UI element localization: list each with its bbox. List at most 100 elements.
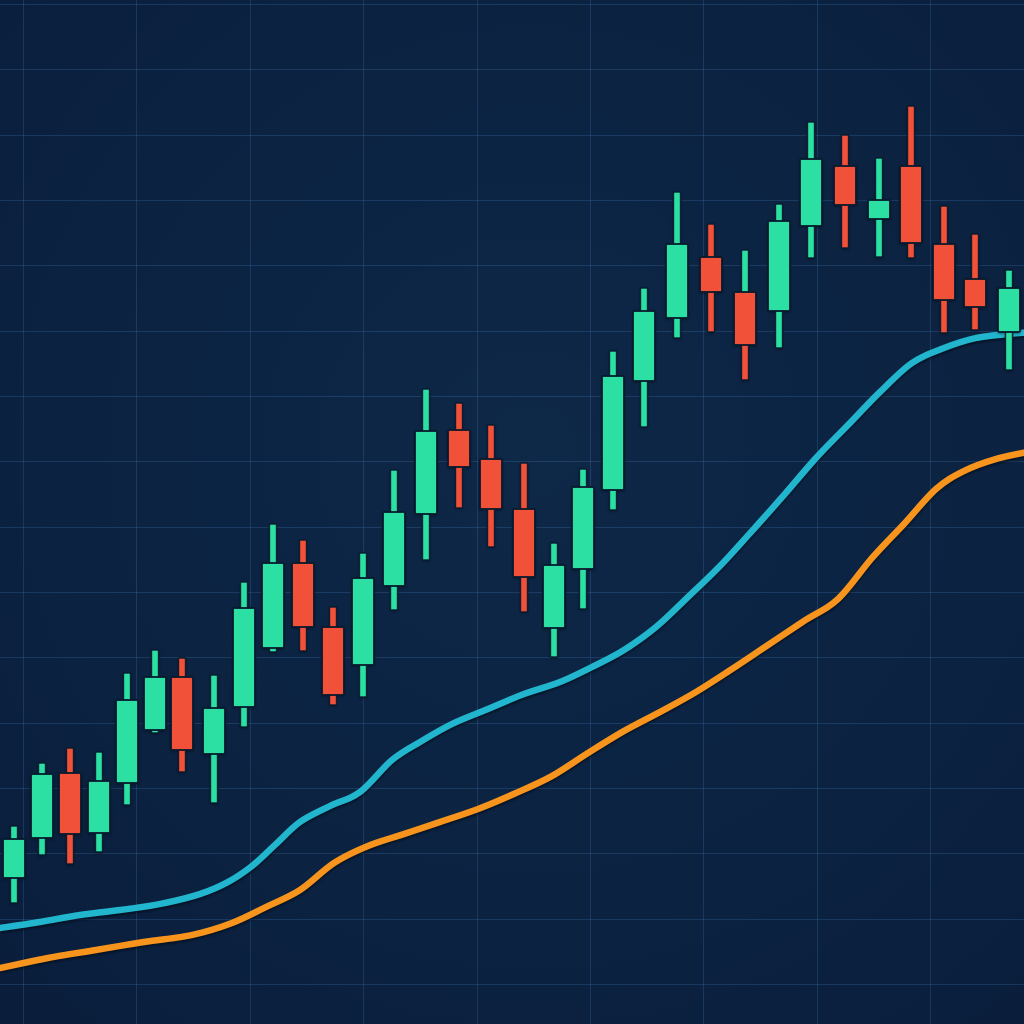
candle-lower-wick xyxy=(740,342,750,381)
candle-bullish xyxy=(382,469,406,611)
candle-bearish xyxy=(733,249,757,381)
candle-lower-wick xyxy=(421,511,431,561)
candle-bearish xyxy=(170,657,194,773)
candle-upper-wick xyxy=(549,542,559,568)
candle-body xyxy=(512,508,536,578)
candle-body xyxy=(997,287,1021,333)
candle-bullish xyxy=(115,672,139,806)
candle-bullish xyxy=(143,649,167,734)
candle-bullish xyxy=(542,542,566,658)
candle-bullish xyxy=(767,203,791,349)
candle-lower-wick xyxy=(806,223,816,259)
candle-lower-wick xyxy=(519,574,529,613)
candle-body xyxy=(351,577,375,666)
candle-bullish xyxy=(2,825,26,904)
candle-upper-wick xyxy=(94,751,104,784)
candle-bearish xyxy=(932,205,956,334)
candle-body xyxy=(963,278,987,308)
candle-upper-wick xyxy=(421,388,431,434)
candle-upper-wick xyxy=(150,649,160,680)
candle-body xyxy=(232,607,256,708)
candle-upper-wick xyxy=(358,552,368,581)
candle-bearish xyxy=(963,233,987,331)
candle-bullish xyxy=(30,762,54,856)
candle-body xyxy=(202,707,226,755)
candle-lower-wick xyxy=(358,662,368,698)
candle-body xyxy=(899,165,923,244)
candle-upper-wick xyxy=(970,233,980,282)
candle-body xyxy=(115,699,139,784)
candle-body xyxy=(170,676,194,751)
candle-upper-wick xyxy=(639,287,649,314)
candle-bullish xyxy=(351,552,375,698)
candle-lower-wick xyxy=(706,289,716,333)
candle-upper-wick xyxy=(454,402,464,433)
candle-bullish xyxy=(202,674,226,804)
candle-body xyxy=(321,626,345,696)
candle-upper-wick xyxy=(389,469,399,515)
candle-bearish xyxy=(321,606,345,706)
candle-upper-wick xyxy=(122,672,132,703)
candle-upper-wick xyxy=(268,523,278,566)
candle-lower-wick xyxy=(177,747,187,773)
candle-upper-wick xyxy=(806,121,816,162)
candle-lower-wick xyxy=(486,506,496,548)
candle-bullish xyxy=(232,581,256,728)
candle-upper-wick xyxy=(740,249,750,295)
candle-lower-wick xyxy=(239,704,249,728)
candle-upper-wick xyxy=(939,205,949,247)
candle-lower-wick xyxy=(389,583,399,611)
candle-lower-wick xyxy=(639,378,649,428)
candle-body xyxy=(2,838,26,879)
candle-lower-wick xyxy=(454,464,464,509)
candle-upper-wick xyxy=(177,657,187,680)
candle-body xyxy=(699,256,723,293)
candle-bullish xyxy=(414,388,438,561)
candle-bearish xyxy=(899,105,923,259)
candle-body xyxy=(382,511,406,587)
candle-bullish xyxy=(87,751,111,853)
candle-body xyxy=(632,310,656,382)
candles-group xyxy=(2,105,1021,904)
candle-upper-wick xyxy=(874,157,884,203)
candle-lower-wick xyxy=(874,216,884,258)
candle-upper-wick xyxy=(486,424,496,462)
candle-lower-wick xyxy=(970,304,980,331)
candle-lower-wick xyxy=(94,830,104,853)
candle-upper-wick xyxy=(706,223,716,260)
candle-body xyxy=(87,780,111,834)
candle-upper-wick xyxy=(672,191,682,247)
candle-body xyxy=(58,772,82,835)
candle-lower-wick xyxy=(65,831,75,865)
candle-lower-wick xyxy=(298,624,308,652)
candle-body xyxy=(833,165,857,206)
candle-bearish xyxy=(833,134,857,249)
moving-average-lines xyxy=(0,329,1024,972)
candle-body xyxy=(867,199,891,220)
candle-bullish xyxy=(632,287,656,428)
candle-body xyxy=(414,430,438,515)
candle-upper-wick xyxy=(608,350,618,379)
candle-lower-wick xyxy=(774,308,784,349)
candle-bullish xyxy=(261,523,285,653)
candle-lower-wick xyxy=(840,202,850,249)
candle-body xyxy=(601,375,625,491)
candle-lower-wick xyxy=(608,487,618,511)
candle-body xyxy=(291,562,315,628)
candle-upper-wick xyxy=(519,462,529,512)
candle-body xyxy=(571,486,595,570)
candle-lower-wick xyxy=(549,625,559,658)
candle-bullish xyxy=(665,191,689,339)
fast-ma-line xyxy=(0,329,1024,932)
candle-bearish xyxy=(291,539,315,652)
candle-body xyxy=(767,220,791,312)
candle-bullish xyxy=(867,157,891,258)
candle-body xyxy=(261,562,285,649)
candle-bearish xyxy=(699,223,723,333)
candle-upper-wick xyxy=(209,674,219,711)
candle-body xyxy=(932,243,956,301)
candle-lower-wick xyxy=(578,566,588,610)
candle-lower-wick xyxy=(672,315,682,339)
candle-body xyxy=(542,564,566,629)
